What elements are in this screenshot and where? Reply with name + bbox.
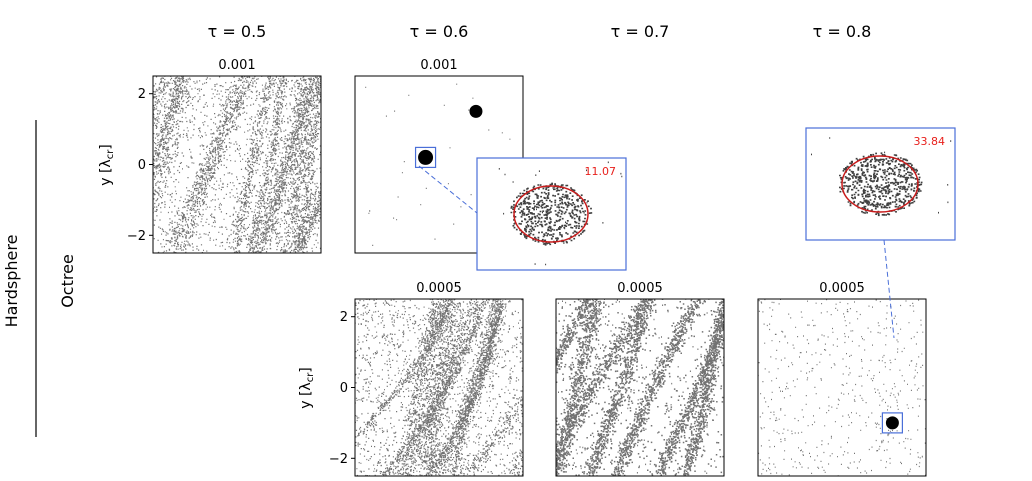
ytick-label: 2 — [138, 87, 146, 102]
panel-1 — [152, 75, 322, 254]
ytick-label: 0 — [138, 158, 146, 173]
ytick-label: 2 — [340, 310, 348, 325]
ytick-label: 0 — [340, 381, 348, 396]
clump-marker — [418, 149, 434, 165]
column-title-tau-07: τ = 0.7 — [611, 22, 670, 41]
panel-4-points — [556, 299, 724, 476]
fit-ellipse — [513, 185, 589, 243]
panel-1-yaxis: 2 0 −2 — [127, 87, 153, 244]
zoom-region-box — [414, 146, 437, 169]
panel-1-points — [153, 76, 321, 253]
inset-panel-2: 11.07 — [414, 146, 627, 271]
panel-5-points — [758, 299, 926, 476]
zoom-connector-line — [418, 165, 478, 214]
inset-panel-5: 33.84 — [805, 127, 956, 434]
panel-3-ylabel: y [λcr] — [298, 367, 316, 409]
panel-4-title: 0.0005 — [617, 281, 663, 296]
zoom-region-box — [881, 412, 904, 434]
ytick-label: −2 — [127, 229, 146, 244]
panel-3-yaxis: 2 0 −2 — [329, 310, 355, 467]
column-title-tau-05: τ = 0.5 — [208, 22, 267, 41]
inset-1-annotation: 11.07 — [585, 165, 617, 178]
column-title-tau-06: τ = 0.6 — [410, 22, 469, 41]
row-group-label: Hardsphere — [2, 235, 21, 328]
inset-points — [811, 137, 952, 217]
panel-3-title: 0.0005 — [416, 281, 462, 296]
clump-marker — [885, 416, 899, 430]
ytick-label: −2 — [329, 452, 348, 467]
panel-5-frame — [757, 298, 927, 477]
panel-4 — [555, 298, 725, 477]
zoom-connector-line — [883, 239, 895, 339]
panel-3 — [354, 298, 524, 477]
panel-4-frame — [555, 298, 725, 477]
inset-frame — [805, 127, 956, 241]
inset-frame — [476, 157, 627, 271]
inset-2-annotation: 33.84 — [914, 135, 946, 148]
panel-5 — [757, 298, 927, 477]
panel-2-points — [365, 83, 511, 246]
panel-3-points — [355, 299, 523, 476]
panel-1-title: 0.001 — [218, 58, 255, 73]
panel-1-ylabel: y [λcr] — [98, 144, 116, 186]
column-title-tau-08: τ = 0.8 — [813, 22, 872, 41]
panel-2-title: 0.001 — [420, 58, 457, 73]
row-label-octree: Octree — [58, 254, 77, 308]
fit-ellipse — [841, 155, 919, 213]
panel-5-title: 0.0005 — [819, 281, 865, 296]
clump-marker — [469, 104, 483, 118]
